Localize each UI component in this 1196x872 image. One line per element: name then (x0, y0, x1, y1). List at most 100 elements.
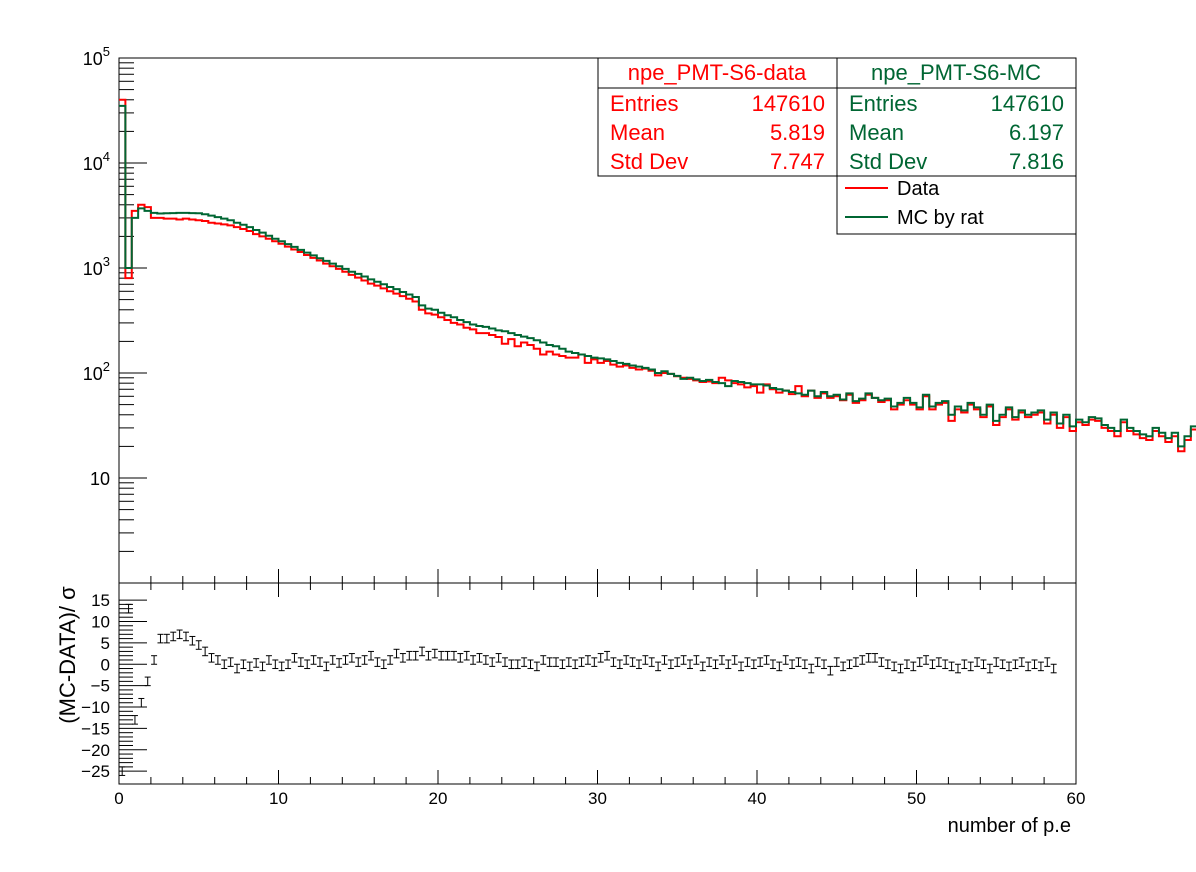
residual-point (355, 657, 362, 667)
residual-point (910, 661, 917, 672)
residual-point (661, 655, 668, 665)
residual-point (846, 659, 853, 670)
residual-point (138, 697, 145, 708)
residual-point (565, 657, 572, 667)
residual-y-tick-label: −15 (81, 719, 110, 738)
residual-point (897, 663, 904, 674)
residual-point (163, 633, 170, 644)
residual-y-tick-label: −10 (81, 698, 110, 717)
residual-point (450, 650, 457, 661)
residual-point (151, 655, 158, 665)
residual-point (769, 659, 776, 670)
residual-point (820, 659, 827, 670)
residual-point (872, 653, 879, 663)
residual-point (757, 657, 764, 667)
residual-point (323, 661, 330, 672)
stat-data-entries-value: 147610 (752, 91, 825, 116)
residual-point (387, 655, 394, 665)
residual-point (655, 661, 662, 672)
residual-point (763, 655, 770, 665)
residual-point (744, 657, 751, 667)
residual-point (470, 655, 477, 665)
residual-point (476, 653, 483, 663)
residual-point (859, 655, 866, 665)
residual-point (572, 659, 579, 670)
residual-point (1025, 661, 1032, 672)
x-tick-label: 60 (1067, 789, 1086, 808)
residual-point (444, 650, 451, 661)
residual-point (974, 657, 981, 667)
residual-point (291, 653, 298, 663)
y-tick-label: 10 (90, 469, 110, 489)
residual-point (680, 655, 687, 665)
residual-point (789, 659, 796, 670)
residual-point (438, 650, 445, 661)
residual-point (801, 659, 808, 670)
residual-point (884, 659, 891, 670)
residual-point (489, 657, 496, 667)
stat-data-mean-value: 5.819 (770, 120, 825, 145)
residual-point (182, 631, 189, 642)
stat-mc-entries-label: Entries (849, 91, 917, 116)
residual-point (412, 650, 419, 661)
residual-point (374, 657, 381, 667)
residual-point (246, 661, 253, 672)
residual-point (776, 661, 783, 672)
residual-point (361, 655, 368, 665)
residual-point (348, 653, 355, 663)
residual-point (986, 663, 993, 674)
residual-x-axis: 0 10 20 30 40 50 60 (114, 583, 1085, 808)
residual-point (457, 653, 464, 663)
stat-data-mean-label: Mean (610, 120, 665, 145)
residual-point (916, 657, 923, 667)
residual-point (131, 715, 138, 725)
residual-point (827, 665, 834, 676)
residual-point (144, 676, 151, 687)
residual-point (501, 657, 508, 667)
residual-point (942, 659, 949, 670)
residual-point (419, 646, 426, 657)
residual-point (119, 766, 126, 776)
histogram-x-ticks (118, 569, 1077, 583)
residual-point (648, 657, 655, 667)
residual-point (316, 657, 323, 667)
stat-mc-mean-label: Mean (849, 120, 904, 145)
residual-point (750, 659, 757, 670)
stat-data-entries-label: Entries (610, 91, 678, 116)
residual-point (431, 648, 438, 659)
stat-data-stddev-value: 7.747 (770, 149, 825, 174)
residual-point (157, 633, 164, 644)
residual-point (706, 657, 713, 667)
residual-point (623, 655, 630, 665)
x-tick-label: 30 (588, 789, 607, 808)
residual-point (514, 659, 521, 670)
stat-box-mc-frame (836, 57, 1077, 177)
residual-point (635, 659, 642, 670)
residual-point (336, 658, 343, 668)
residual-point (891, 661, 898, 672)
x-tick-label: 10 (269, 789, 288, 808)
residual-point (980, 659, 987, 670)
x-axis-label: number of p.e (948, 815, 1071, 837)
residual-point (463, 650, 470, 661)
residual-point (935, 657, 942, 667)
residual-point (482, 655, 489, 665)
residual-point (954, 663, 961, 674)
residual-point (234, 663, 241, 674)
residual-point (1018, 657, 1025, 667)
residual-point (368, 650, 375, 661)
residual-point (304, 659, 311, 670)
residual-point (393, 648, 400, 659)
residual-point (546, 657, 553, 667)
residual-point (597, 653, 604, 663)
residual-point (967, 661, 974, 672)
stat-mc-entries-value: 147610 (991, 91, 1064, 116)
residual-point (674, 657, 681, 667)
legend: Data MC by rat (836, 175, 1077, 235)
residual-point (310, 655, 317, 665)
residual-point (176, 629, 183, 640)
residual-point (540, 655, 547, 665)
